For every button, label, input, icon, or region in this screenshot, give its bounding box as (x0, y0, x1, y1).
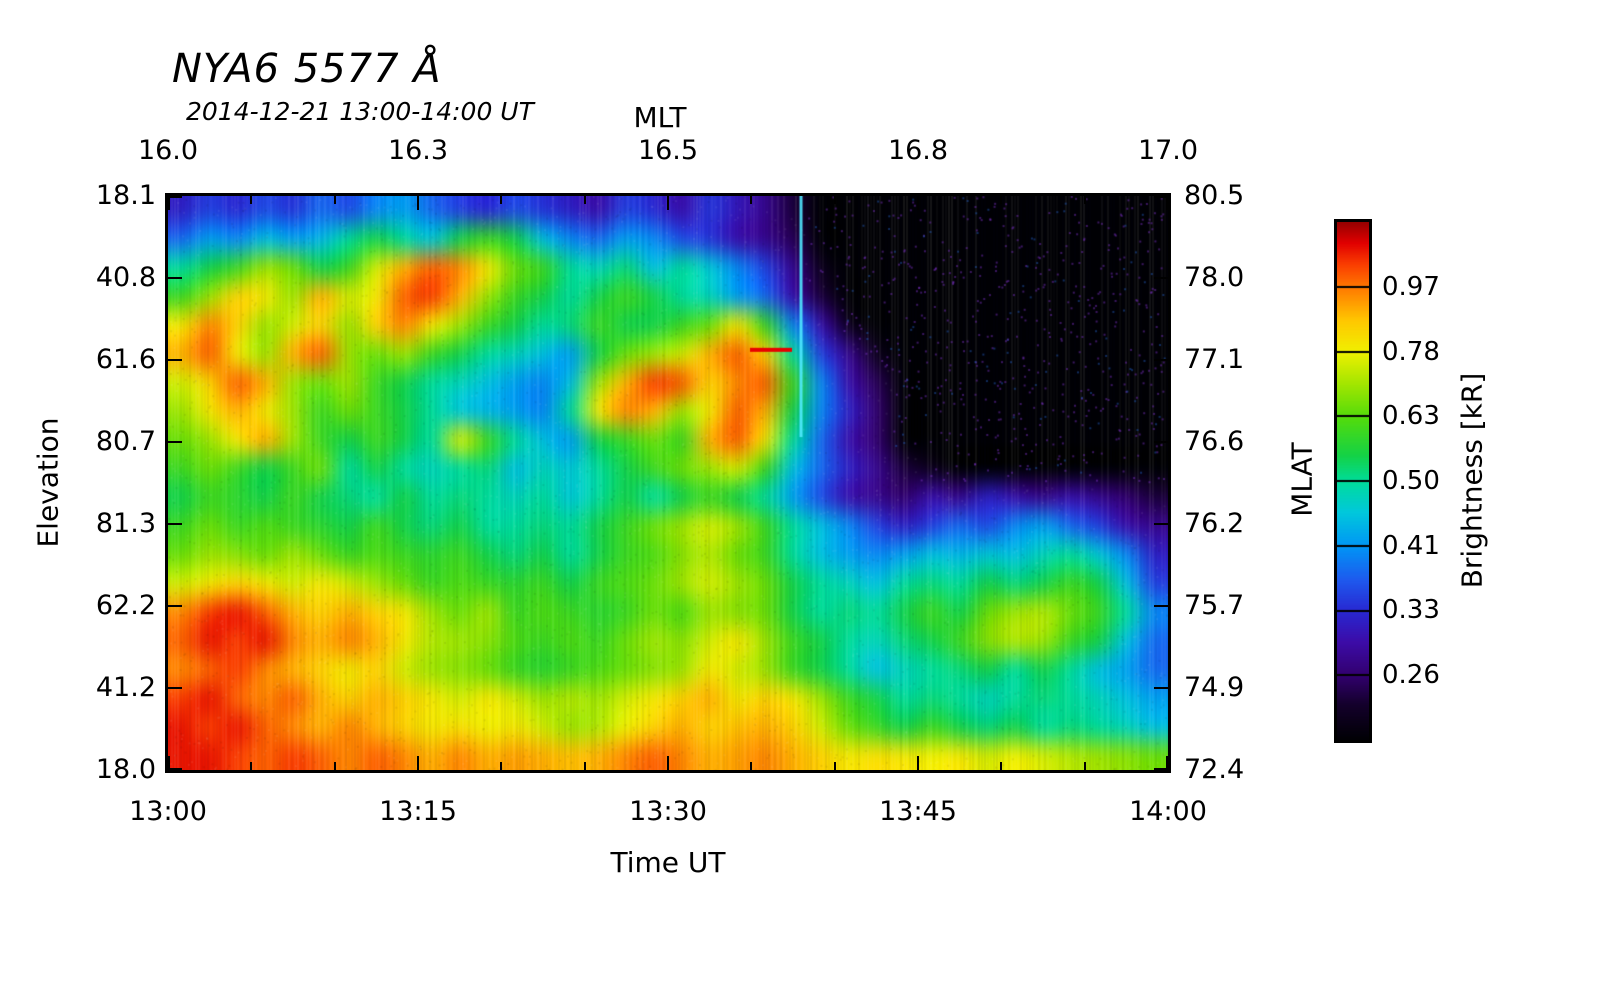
tick-mark (168, 196, 170, 210)
tick-mark (417, 756, 419, 770)
mlat-tick-label: 80.5 (1184, 179, 1280, 213)
tick-mark (667, 756, 669, 770)
colorbar-tick-label: 0.97 (1382, 271, 1472, 303)
tick-mark (168, 196, 182, 198)
tick-mark (168, 359, 182, 361)
tick-mark (1084, 196, 1086, 204)
tick-mark (1154, 605, 1168, 607)
tick-mark (334, 196, 336, 204)
tick-mark (168, 687, 182, 689)
mlt-tick-label: 16.5 (628, 134, 708, 168)
mlt-tick-label: 17.0 (1128, 134, 1208, 168)
colorbar-tick-label: 0.26 (1382, 659, 1472, 691)
tick-mark (1154, 687, 1168, 689)
mlt-tick-label: 16.8 (878, 134, 958, 168)
elevation-tick-label: 62.2 (60, 589, 156, 623)
elevation-axis-label: Elevation (32, 353, 65, 613)
tick-mark (250, 762, 252, 770)
tick-mark (1166, 196, 1168, 210)
elevation-tick-label: 40.8 (60, 261, 156, 295)
mlat-tick-label: 76.2 (1184, 507, 1280, 541)
mlat-tick-label: 72.4 (1184, 753, 1280, 787)
mlat-tick-label: 78.0 (1184, 261, 1280, 295)
tick-mark (168, 277, 182, 279)
mlat-tick-label: 77.1 (1184, 343, 1280, 377)
tick-mark (168, 523, 182, 525)
tick-mark (1154, 523, 1168, 525)
tick-mark (1154, 196, 1168, 198)
tick-mark (1154, 441, 1168, 443)
tick-mark (584, 196, 586, 204)
time-tick-label: 13:00 (118, 795, 218, 829)
elevation-tick-label: 61.6 (60, 343, 156, 377)
time-axis-label: Time UT (568, 846, 768, 879)
tick-mark (1000, 762, 1002, 770)
tick-mark (1154, 359, 1168, 361)
elevation-tick-label: 18.0 (60, 753, 156, 787)
colorbar-canvas (1337, 222, 1369, 740)
tick-mark (584, 762, 586, 770)
tick-mark (750, 196, 752, 204)
tick-mark (1154, 768, 1168, 770)
tick-mark (500, 196, 502, 204)
tick-mark (1084, 762, 1086, 770)
tick-mark (750, 762, 752, 770)
mlat-tick-label: 76.6 (1184, 425, 1280, 459)
elevation-tick-label: 81.3 (60, 507, 156, 541)
colorbar (1334, 219, 1372, 743)
heatmap-plot (165, 193, 1171, 773)
tick-mark (834, 762, 836, 770)
tick-mark (667, 196, 669, 210)
tick-mark (917, 756, 919, 770)
elevation-tick-label: 41.2 (60, 671, 156, 705)
elevation-tick-label: 18.1 (60, 179, 156, 213)
tick-mark (917, 196, 919, 210)
time-tick-label: 14:00 (1118, 795, 1218, 829)
time-tick-label: 13:45 (868, 795, 968, 829)
mlt-tick-label: 16.3 (378, 134, 458, 168)
time-tick-label: 13:15 (368, 795, 468, 829)
tick-mark (1000, 196, 1002, 204)
mlt-tick-label: 16.0 (128, 134, 208, 168)
elevation-tick-label: 80.7 (60, 425, 156, 459)
tick-mark (168, 605, 182, 607)
tick-mark (334, 762, 336, 770)
tick-mark (168, 441, 182, 443)
chart-title: NYA6 5577 Å (172, 46, 442, 92)
tick-mark (417, 196, 419, 210)
mlat-tick-label: 75.7 (1184, 589, 1280, 623)
tick-mark (834, 196, 836, 204)
mlat-axis-label: MLAT (1286, 350, 1319, 610)
tick-mark (1154, 277, 1168, 279)
time-tick-label: 13:30 (618, 795, 718, 829)
chart-subtitle: 2014-12-21 13:00-14:00 UT (186, 97, 534, 126)
tick-mark (250, 196, 252, 204)
tick-mark (500, 762, 502, 770)
heatmap-canvas (168, 196, 1168, 770)
mlt-axis-label: MLT (600, 101, 720, 134)
tick-mark (168, 768, 182, 770)
colorbar-axis-label: Brightness [kR] (1456, 341, 1489, 621)
mlat-tick-label: 74.9 (1184, 671, 1280, 705)
